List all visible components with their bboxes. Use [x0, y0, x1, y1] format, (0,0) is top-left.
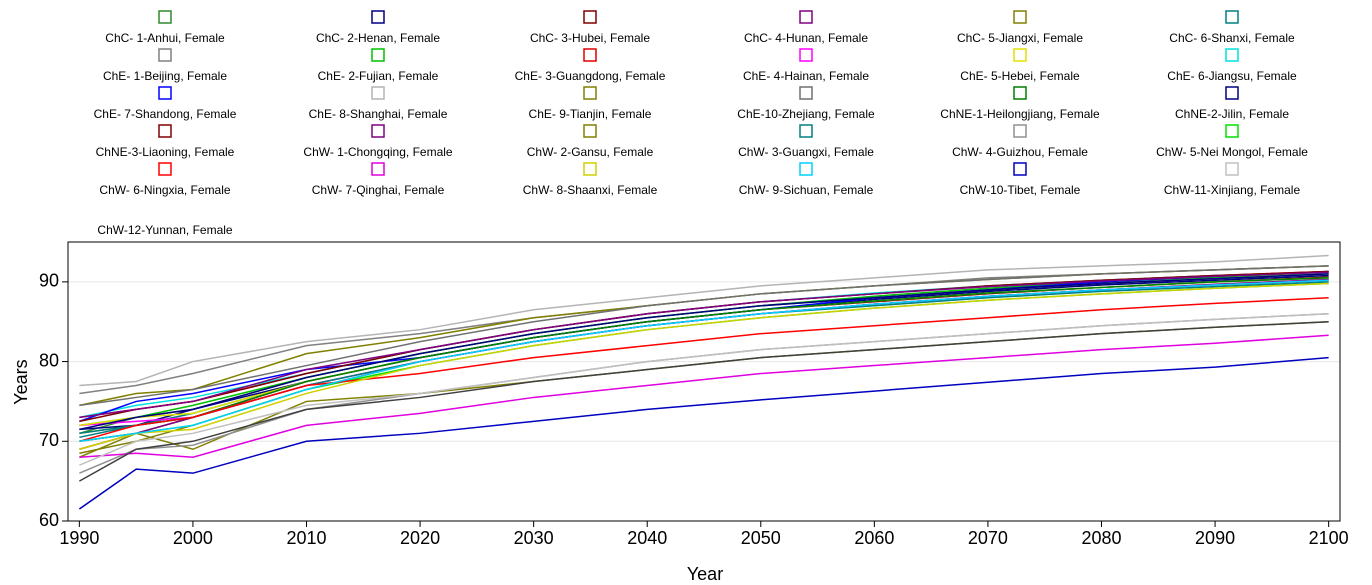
legend-label: ChE- 1-Beijing, Female [103, 69, 227, 83]
legend-marker [1225, 48, 1239, 62]
x-tick-label: 2000 [173, 528, 213, 548]
legend-label: ChE- 8-Shanghai, Female [309, 107, 448, 121]
series-line [79, 297, 1329, 443]
legend-label: ChC- 3-Hubei, Female [530, 31, 650, 45]
legend-label: ChE- 4-Hainan, Female [743, 69, 869, 83]
legend-label: ChC- 5-Jiangxi, Female [957, 31, 1083, 45]
legend-label: ChE- 3-Guangdong, Female [515, 69, 666, 83]
legend-marker [371, 48, 385, 62]
y-axis-label: Years [11, 359, 31, 404]
legend-label: ChC- 6-Shanxi, Female [1169, 31, 1295, 45]
series-line [79, 265, 1329, 407]
series-line [79, 273, 1329, 431]
series-line [79, 312, 1329, 466]
legend-marker [1013, 10, 1027, 24]
legend-marker [158, 124, 172, 138]
series-line [78, 356, 1329, 510]
legend-marker [1013, 86, 1027, 100]
legend-label: ChW- 3-Guangxi, Female [738, 145, 874, 159]
x-tick-label: 2080 [1081, 528, 1121, 548]
x-tick-label: 2030 [514, 528, 554, 548]
legend-marker [158, 48, 172, 62]
legend-label: ChC- 4-Hunan, Female [744, 31, 868, 45]
legend-marker [583, 86, 597, 100]
legend-marker [371, 86, 385, 100]
legend-label: ChW- 1-Chongqing, Female [303, 145, 453, 159]
x-tick-label: 1990 [59, 528, 99, 548]
x-tick-label: 2100 [1309, 528, 1349, 548]
legend-label: ChW-12-Yunnan, Female [97, 223, 233, 237]
legend-label: ChE- 2-Fujian, Female [318, 69, 439, 83]
x-tick-label: 2010 [286, 528, 326, 548]
legend-marker [799, 10, 813, 24]
legend-label: ChNE-1-Heilongjiang, Female [940, 107, 1100, 121]
legend-marker [799, 124, 813, 138]
x-axis-label: Year [687, 564, 723, 584]
x-tick-label: 2060 [854, 528, 894, 548]
legend-marker [371, 10, 385, 24]
plot-frame [67, 241, 1341, 522]
legend-marker [158, 10, 172, 24]
legend-label: ChW-11-Xinjiang, Female [1164, 183, 1301, 197]
legend-marker [1013, 162, 1027, 176]
legend-label: ChW- 6-Ningxia, Female [99, 183, 230, 197]
legend-label: ChE- 5-Hebei, Female [960, 69, 1080, 83]
legend-label: ChW- 9-Sichuan, Female [739, 183, 874, 197]
legend-marker [1013, 124, 1027, 138]
legend-marker [583, 48, 597, 62]
legend-label: ChW- 4-Guizhou, Female [952, 145, 1088, 159]
legend-marker [799, 86, 813, 100]
series-line [78, 320, 1329, 482]
legend-label: ChW-10-Tibet, Female [960, 183, 1081, 197]
y-tick-label: 80 [39, 350, 59, 370]
legend-marker [1013, 48, 1027, 62]
series-line [79, 254, 1329, 387]
legend-label: ChE- 9-Tianjin, Female [529, 107, 652, 121]
legend-marker [371, 162, 385, 176]
x-tick-label: 2070 [968, 528, 1008, 548]
series-line [79, 279, 1329, 443]
series-line [79, 282, 1329, 450]
legend-marker [799, 162, 813, 176]
legend-label: ChNE-3-Liaoning, Female [96, 145, 235, 159]
legend-label: ChE- 7-Shandong, Female [94, 107, 237, 121]
legend-label: ChW- 7-Qinghai, Female [312, 183, 445, 197]
legend-label: ChNE-2-Jilin, Female [1175, 107, 1289, 121]
legend-marker [158, 162, 172, 176]
legend-marker [1225, 162, 1239, 176]
series-line [79, 271, 1329, 419]
legend-label: ChE- 6-Jiangsu, Female [1167, 69, 1297, 83]
y-tick-label: 70 [39, 430, 59, 450]
legend-marker [583, 162, 597, 176]
x-tick-label: 2050 [741, 528, 781, 548]
legend-marker [1225, 86, 1239, 100]
y-tick-label: 60 [39, 510, 59, 530]
x-tick-label: 2090 [1195, 528, 1235, 548]
legend-label: ChC- 1-Anhui, Female [105, 31, 225, 45]
legend-marker [583, 124, 597, 138]
legend-marker [1225, 10, 1239, 24]
legend-label: ChW- 8-Shaanxi, Female [523, 183, 658, 197]
legend-label: ChW- 2-Gansu, Female [527, 145, 654, 159]
y-tick-label: 90 [39, 271, 59, 291]
legend-marker [158, 86, 172, 100]
series-line [79, 334, 1329, 458]
legend-marker [583, 10, 597, 24]
plot-area [68, 242, 1340, 521]
legend-label: ChW- 5-Nei Mongol, Female [1156, 145, 1308, 159]
legend-marker [799, 48, 813, 62]
x-tick-label: 2020 [400, 528, 440, 548]
legend-label: ChE-10-Zhejiang, Female [737, 107, 875, 121]
x-tick-label: 2040 [627, 528, 667, 548]
legend-marker [371, 124, 385, 138]
legend-label: ChC- 2-Henan, Female [316, 31, 440, 45]
legend-marker [1225, 124, 1239, 138]
